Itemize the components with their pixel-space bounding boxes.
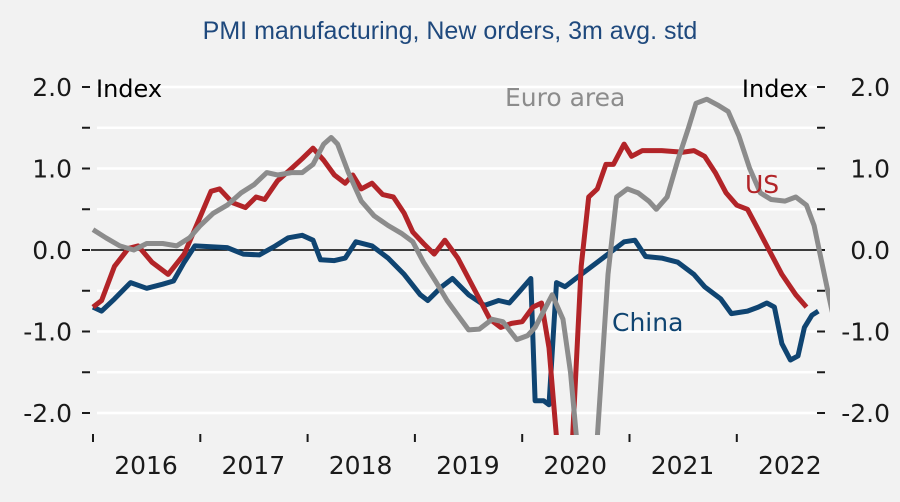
legend-label-us: US [745,170,779,199]
y-tick-label-right: 0.0 [850,236,890,265]
x-axis: 2016 2017 2018 2019 2020 2021 2022 [92,434,822,480]
y-tick-label-right: 1.0 [850,155,890,184]
y-tick-label-left: 0.0 [32,236,72,265]
y-tick-label-left: 2.0 [32,73,72,102]
x-tick-label: 2021 [651,451,715,480]
x-tick-label: 2018 [329,451,393,480]
chart-title: PMI manufacturing, New orders, 3m avg. s… [203,17,698,45]
series-line-euro-area [91,96,830,435]
y-tick-label-right: 2.0 [850,73,890,102]
series-group [91,96,830,435]
legend-label-euro-area: Euro area [505,83,625,112]
x-tick-label: 2016 [114,451,178,480]
y-axis-left-unit-label: Index [96,75,162,103]
y-tick-label-left: -1.0 [23,318,72,347]
x-tick-label: 2019 [436,451,500,480]
series-line-china [91,232,820,408]
y-axis-right: 2.0 1.0 0.0 -1.0 -2.0 [817,73,890,428]
y-tick-label-left: 1.0 [32,155,72,184]
y-axis-left: 2.0 1.0 0.0 -1.0 -2.0 [23,73,90,428]
x-tick-label: 2022 [758,451,822,480]
y-axis-right-unit-label: Index [742,75,808,103]
y-tick-label-right: -1.0 [841,318,890,347]
x-tick-label: 2017 [221,451,285,480]
y-tick-label-left: -2.0 [23,399,72,428]
x-tick-label: 2020 [543,451,607,480]
legend-label-china: China [612,308,683,337]
y-tick-label-right: -2.0 [841,399,890,428]
